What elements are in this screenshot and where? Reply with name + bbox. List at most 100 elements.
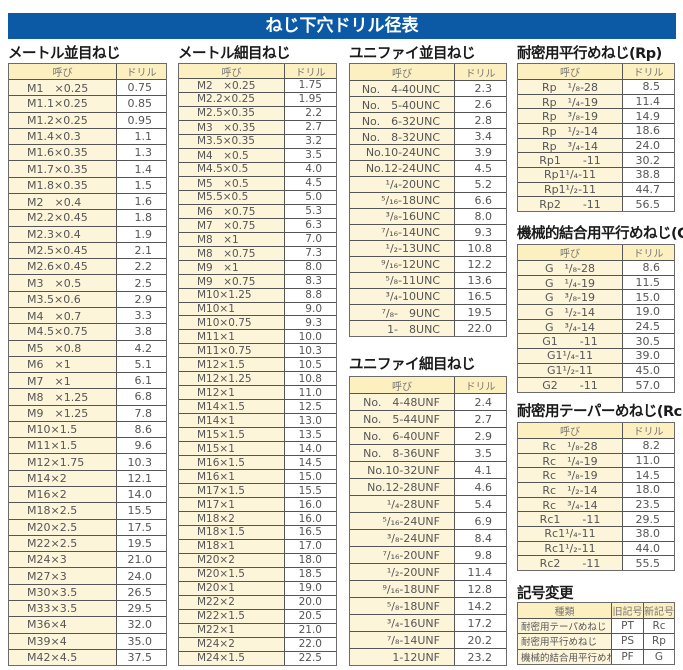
table-row: 機械的結合用平行めねじPF G: [518, 648, 674, 664]
drill-size-cell: 13.5: [298, 428, 322, 441]
thread-size-cell: Rc ³/₄-14: [518, 497, 623, 512]
thread-size-cell: Rp ¹/₄-19: [518, 94, 623, 109]
drill-size-cell: 8.6: [134, 423, 153, 437]
drill-size-cell: 11.0: [635, 454, 661, 467]
thread-size-cell: M2.5×0.35: [179, 106, 285, 120]
drill-size-cell: 8.0: [305, 261, 322, 274]
thread-size-cell: Rp1¹/₄-11: [518, 168, 623, 182]
table-row: G ¹/₂-14 19.0: [518, 304, 674, 319]
table-row: M7 ×0.75 6.3: [179, 217, 336, 232]
table-row: ⁹/₁₆-12UNC 12.2: [350, 256, 506, 272]
table-row: M1.1×0.25 0.85: [9, 95, 166, 112]
thread-size-cell: M8 ×1.25: [9, 389, 117, 405]
thread-size-cell: No. 4-48UNF: [350, 394, 455, 410]
thread-size-cell: Rp2 -11: [518, 197, 623, 212]
thread-size-cell: M17×1.5: [179, 484, 285, 498]
drill-size-cell: 21.0: [298, 624, 322, 637]
column-header: 呼び: [518, 245, 623, 260]
column-header: ドリル: [126, 68, 157, 79]
thread-size-cell: ³/₄-16UNF: [350, 615, 455, 631]
thread-size-cell: M10×1: [179, 302, 285, 316]
table-row: M2.2×0.45 1.8: [9, 209, 166, 226]
drill-size-cell: 0.95: [127, 113, 153, 127]
drill-size-cell: 1.75: [298, 79, 322, 92]
table-row: M1.4×0.3 1.1: [9, 127, 166, 145]
drill-size-cell: 5.1: [134, 357, 153, 371]
drill-size-cell: 1.4: [134, 162, 153, 176]
drill-size-cell: 24.5: [635, 320, 661, 334]
table-row: M12×1.25 10.8: [179, 371, 336, 386]
thread-size-cell: ⁷/₈- 9UNC: [350, 305, 455, 320]
table-row: M17×1.5 15.5: [179, 483, 336, 498]
thread-size-cell: No. 8-36UNF: [350, 445, 455, 461]
drill-size-cell: 8.2: [642, 439, 661, 453]
thread-size-cell: M10×1.5: [9, 421, 117, 438]
section-title-metric-fine: メートル細目ねじ: [178, 46, 291, 62]
table-row: M9 ×1.25 7.8: [9, 404, 166, 421]
thread-size-cell: Rc ³/₈-19: [518, 468, 623, 483]
thread-size-cell: M12×1.75: [9, 454, 117, 470]
table-row: Rp ¹/₈-28 8.5: [518, 79, 674, 94]
table-row: ¹/₂-20UNF 11.4: [350, 563, 506, 580]
thread-size-cell: G2 -11: [518, 378, 623, 393]
new-symbol-cell: Rp: [652, 635, 666, 648]
table-row: M18×2 16.0: [179, 511, 336, 525]
thread-size-cell: G ¹/₈-28: [518, 261, 623, 275]
drill-size-cell: 11.0: [298, 386, 322, 399]
thread-size-cell: No.12-24UNC: [350, 161, 455, 176]
drill-size-cell: 10.0: [298, 330, 322, 343]
drill-size-cell: 16.5: [467, 290, 493, 303]
thread-size-cell: No. 4-40UNC: [350, 81, 455, 96]
thread-size-cell: ¹/₂-20UNF: [350, 564, 455, 580]
column-header: 新記号: [644, 603, 674, 618]
thread-size-cell: No. 6-32UNC: [350, 113, 455, 128]
drill-size-cell: 29.5: [635, 512, 661, 526]
table-row: M12×1.75 10.3: [9, 453, 166, 470]
thread-size-cell: M10×0.75: [179, 316, 285, 330]
table-row: M20×2.5 17.5: [9, 518, 166, 535]
thread-size-cell: Rp1¹/₂-11: [518, 182, 623, 197]
table-row: M42×4.5 37.5: [9, 648, 166, 666]
table-row: M2.2×0.25 1.95: [179, 91, 336, 106]
drill-size-cell: 14.0: [298, 442, 322, 455]
table-row: M3.5×0.6 2.9: [9, 290, 166, 307]
drill-size-cell: 4.5: [305, 177, 322, 190]
drill-size-cell: 24.0: [635, 139, 661, 153]
drill-size-cell: 1.95: [298, 93, 322, 106]
table-row: M2 ×0.4 1.6: [9, 192, 166, 210]
table-row: M14×1.5 12.5: [179, 399, 336, 414]
thread-size-cell: M7 ×0.75: [179, 218, 285, 232]
thread-size-cell: ³/₈-16UNC: [350, 209, 455, 224]
thread-size-cell: M2.2×0.25: [179, 92, 285, 106]
table-row: M2.5×0.45 2.1: [9, 241, 166, 259]
thread-size-cell: M22×2: [179, 595, 285, 609]
thread-size-cell: M3.5×0.35: [179, 134, 285, 148]
drill-size-cell: 7.8: [134, 406, 153, 420]
thread-size-cell: ⁷/₁₆-14UNC: [350, 225, 455, 240]
thread-size-cell: Rp ³/₄-14: [518, 138, 623, 153]
section-title-unf: ユニファイ細目ねじ: [349, 357, 476, 373]
drill-size-cell: 2.4: [474, 395, 493, 409]
table-row: No. 4-40UNC 2.3: [350, 80, 506, 96]
thread-size-cell: M14×2: [9, 470, 117, 487]
drill-size-cell: 3.3: [134, 309, 153, 323]
drill-size-cell: 7.3: [305, 247, 322, 260]
table-row: ⁵/₈-11UNC 13.6: [350, 272, 506, 288]
thread-size-cell: Rc1¹/₂-11: [518, 541, 623, 556]
table-row: G1¹/₄-11 39.0: [518, 348, 674, 363]
drill-size-cell: 2.7: [474, 412, 493, 426]
column-header: 呼び: [9, 64, 117, 79]
table-row: No. 8-36UNF 3.5: [350, 444, 506, 461]
thread-size-cell: M1.8×0.35: [9, 177, 117, 193]
table-row: G ³/₄-14 24.5: [518, 318, 674, 334]
table-row: ¹/₄-28UNF 5.4: [350, 495, 506, 512]
drill-size-cell: 3.4: [474, 130, 493, 143]
table-row: Rp ¹/₄-19 11.4: [518, 93, 674, 109]
table-row: M33×3.5 29.5: [9, 600, 166, 617]
table-symbols: 種類 旧記号 新記号 耐密用テーパめねじ PT Rc 耐密用平行めねじ PS Rp 機械的結合用平…: [517, 602, 675, 665]
thread-size-cell: M20×1: [179, 581, 285, 595]
thread-size-cell: Rc ¹/₂-14: [518, 483, 623, 497]
table-row: Rc ¹/₂-14 18.0: [518, 482, 674, 497]
thread-size-cell: ⁵/₁₆-24UNF: [350, 513, 455, 529]
drill-size-cell: 23.2: [467, 650, 493, 664]
